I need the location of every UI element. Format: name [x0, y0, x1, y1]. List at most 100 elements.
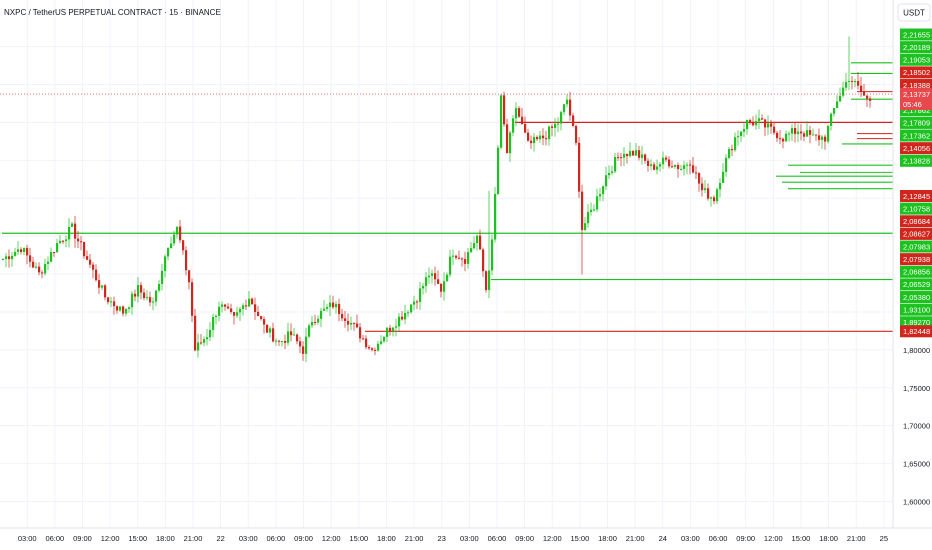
candle-body	[653, 164, 656, 170]
price-tag: 1,93100	[900, 303, 932, 316]
candle-body	[281, 341, 284, 343]
candle-body	[41, 272, 44, 274]
candle-body	[179, 226, 182, 241]
price-tag: 2,13828	[900, 154, 932, 167]
candle-body	[29, 255, 32, 262]
price-tag: 2,18502	[900, 66, 932, 79]
candle-body	[263, 319, 266, 325]
candle-body	[215, 315, 218, 317]
candle-body	[524, 124, 527, 133]
time-tick-label: 12:00	[101, 534, 120, 543]
price-tag-bg	[900, 227, 932, 240]
candle-body	[335, 303, 338, 308]
chart-title: NXPC / TetherUS PERPETUAL CONTRACT · 15 …	[4, 8, 221, 17]
candle-body	[221, 304, 224, 307]
candle-body	[806, 130, 809, 137]
candle-body	[203, 339, 206, 343]
candle-body	[869, 98, 872, 101]
candle-body	[209, 329, 212, 338]
candle-body	[716, 189, 719, 202]
candle-body	[674, 165, 677, 167]
candle-body	[818, 135, 821, 140]
time-tick-label: 03:00	[460, 534, 479, 543]
candle-body	[845, 81, 848, 88]
candle-body	[842, 87, 845, 96]
candle-body	[464, 259, 467, 264]
candle-body	[539, 135, 542, 140]
candle-body	[599, 194, 602, 197]
price-tick-label: 1,65000	[903, 460, 930, 469]
time-tick-label: 18:00	[819, 534, 838, 543]
price-tag-bg	[900, 142, 932, 155]
candle-body	[134, 293, 137, 297]
candle-body	[158, 283, 161, 291]
candle-body	[83, 241, 86, 257]
candle-body	[98, 280, 101, 288]
candle-body	[698, 172, 701, 184]
candle-body	[272, 328, 275, 342]
candle-body	[482, 249, 485, 272]
candle-body	[455, 255, 458, 258]
price-tag: 1,82448	[900, 325, 932, 338]
price-tag: 2,14056	[900, 142, 932, 155]
candle-body	[92, 264, 95, 270]
candle-body	[89, 259, 92, 265]
candle-body	[218, 306, 221, 316]
chart-grid	[0, 0, 893, 528]
candle-body	[641, 154, 644, 158]
time-tick-label: 21:00	[626, 534, 645, 543]
candle-body	[785, 133, 788, 142]
candle-body	[362, 338, 365, 340]
candle-body	[245, 305, 248, 307]
candle-body	[494, 193, 497, 240]
candle-body	[683, 165, 686, 169]
candle-body	[11, 255, 14, 260]
candle-body	[746, 119, 749, 130]
candle-body	[527, 132, 530, 141]
candle-body	[170, 243, 173, 249]
candle-body	[197, 342, 200, 351]
candle-body	[368, 347, 371, 349]
currency-button[interactable]: USDT	[897, 3, 931, 22]
candle-body	[401, 316, 404, 320]
time-tick-label: 12:00	[322, 534, 341, 543]
candle-body	[737, 136, 740, 138]
candle-body	[437, 279, 440, 284]
price-tag: 2,10758	[900, 202, 932, 215]
candle-body	[329, 302, 332, 308]
time-tick-label: 22	[216, 534, 224, 543]
candle-body	[74, 223, 77, 239]
candle-body	[104, 285, 107, 298]
candle-body	[131, 293, 134, 308]
candle-body	[407, 312, 410, 314]
candle-body	[707, 188, 710, 199]
time-tick-label: 09:00	[736, 534, 755, 543]
candle-body	[386, 327, 389, 337]
candle-body	[191, 282, 194, 316]
candle-body	[416, 301, 419, 303]
candle-body	[317, 318, 320, 323]
price-tag-bg	[900, 303, 932, 316]
price-tag-bg	[900, 28, 932, 41]
candle-body	[701, 183, 704, 191]
price-tag: 2,17362	[900, 129, 932, 142]
candle-body	[593, 209, 596, 211]
candle-body	[731, 149, 734, 151]
time-tick-label: 15:00	[128, 534, 147, 543]
time-axis[interactable]: 03:00 06:00 09:00 12:00 15:00 18:00 21:00 22 03:…	[18, 534, 888, 543]
candle-body	[65, 239, 68, 242]
candle-body	[548, 126, 551, 140]
candle-body	[743, 129, 746, 132]
candle-body	[230, 308, 233, 312]
candle-body	[830, 113, 833, 126]
candle-body	[485, 271, 488, 291]
time-tick-label: 06:00	[709, 534, 728, 543]
price-tag-bg	[900, 265, 932, 278]
candle-body	[635, 150, 638, 156]
candle-body	[860, 85, 863, 92]
candle-body	[836, 101, 839, 108]
time-tick-label: 21:00	[847, 534, 866, 543]
candle-body	[497, 147, 500, 194]
candle-body	[791, 128, 794, 134]
